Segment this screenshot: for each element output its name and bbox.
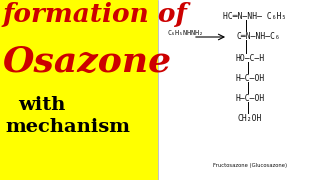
Text: mechanism: mechanism: [5, 118, 130, 136]
Text: C═N—NH—C₆: C═N—NH—C₆: [236, 32, 280, 41]
Bar: [158, 0, 320, 180]
Text: H—C—OH: H—C—OH: [236, 94, 265, 103]
Text: HC═N—NH— C₆H₅: HC═N—NH— C₆H₅: [223, 12, 287, 21]
Text: CH₂OH: CH₂OH: [238, 114, 262, 123]
Text: formation of: formation of: [3, 2, 188, 27]
Text: C₆H₅NHNH₂: C₆H₅NHNH₂: [168, 30, 204, 36]
Text: Fructosazone (Glucosazone): Fructosazone (Glucosazone): [213, 163, 287, 168]
Text: H—C—OH: H—C—OH: [236, 74, 265, 83]
Text: with: with: [18, 96, 65, 114]
Text: HO—C—H: HO—C—H: [236, 54, 265, 63]
Text: Osazone: Osazone: [3, 45, 172, 79]
